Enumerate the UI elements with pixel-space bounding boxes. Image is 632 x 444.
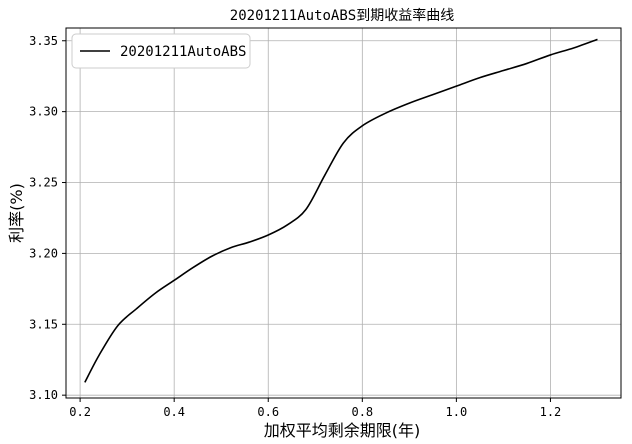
- x-axis-ticks: 0.2 0.4 0.6 0.8 1.0 1.2: [69, 398, 561, 419]
- x-tick-label: 1.0: [446, 405, 468, 419]
- chart-title: 20201211AutoABS到期收益率曲线: [230, 7, 454, 24]
- x-tick-label: 0.6: [257, 405, 279, 419]
- legend-box: [71, 33, 251, 69]
- y-axis-label: 利率(%): [7, 183, 26, 243]
- x-tick-label: 0.8: [351, 405, 373, 419]
- x-tick-label: 0.4: [163, 405, 185, 419]
- y-tick-label: 3.30: [29, 105, 58, 119]
- legend: 20201211AutoABS: [71, 33, 251, 69]
- y-tick-label: 3.15: [29, 317, 58, 331]
- series-line: [84, 38, 598, 383]
- x-tick-label: 1.2: [540, 405, 562, 419]
- grid: [66, 28, 621, 398]
- x-tick-label: 0.2: [69, 405, 91, 419]
- y-tick-label: 3.35: [29, 34, 58, 48]
- x-axis-label: 加权平均剩余期限(年): [264, 421, 421, 440]
- y-tick-label: 3.20: [29, 246, 58, 260]
- y-tick-label: 3.25: [29, 176, 58, 190]
- y-tick-label: 3.10: [29, 388, 58, 402]
- plot-frame: [65, 27, 622, 399]
- legend-label: 20201211AutoABS: [120, 44, 246, 60]
- y-axis-ticks: 3.10 3.15 3.20 3.25 3.30 3.35: [29, 34, 66, 402]
